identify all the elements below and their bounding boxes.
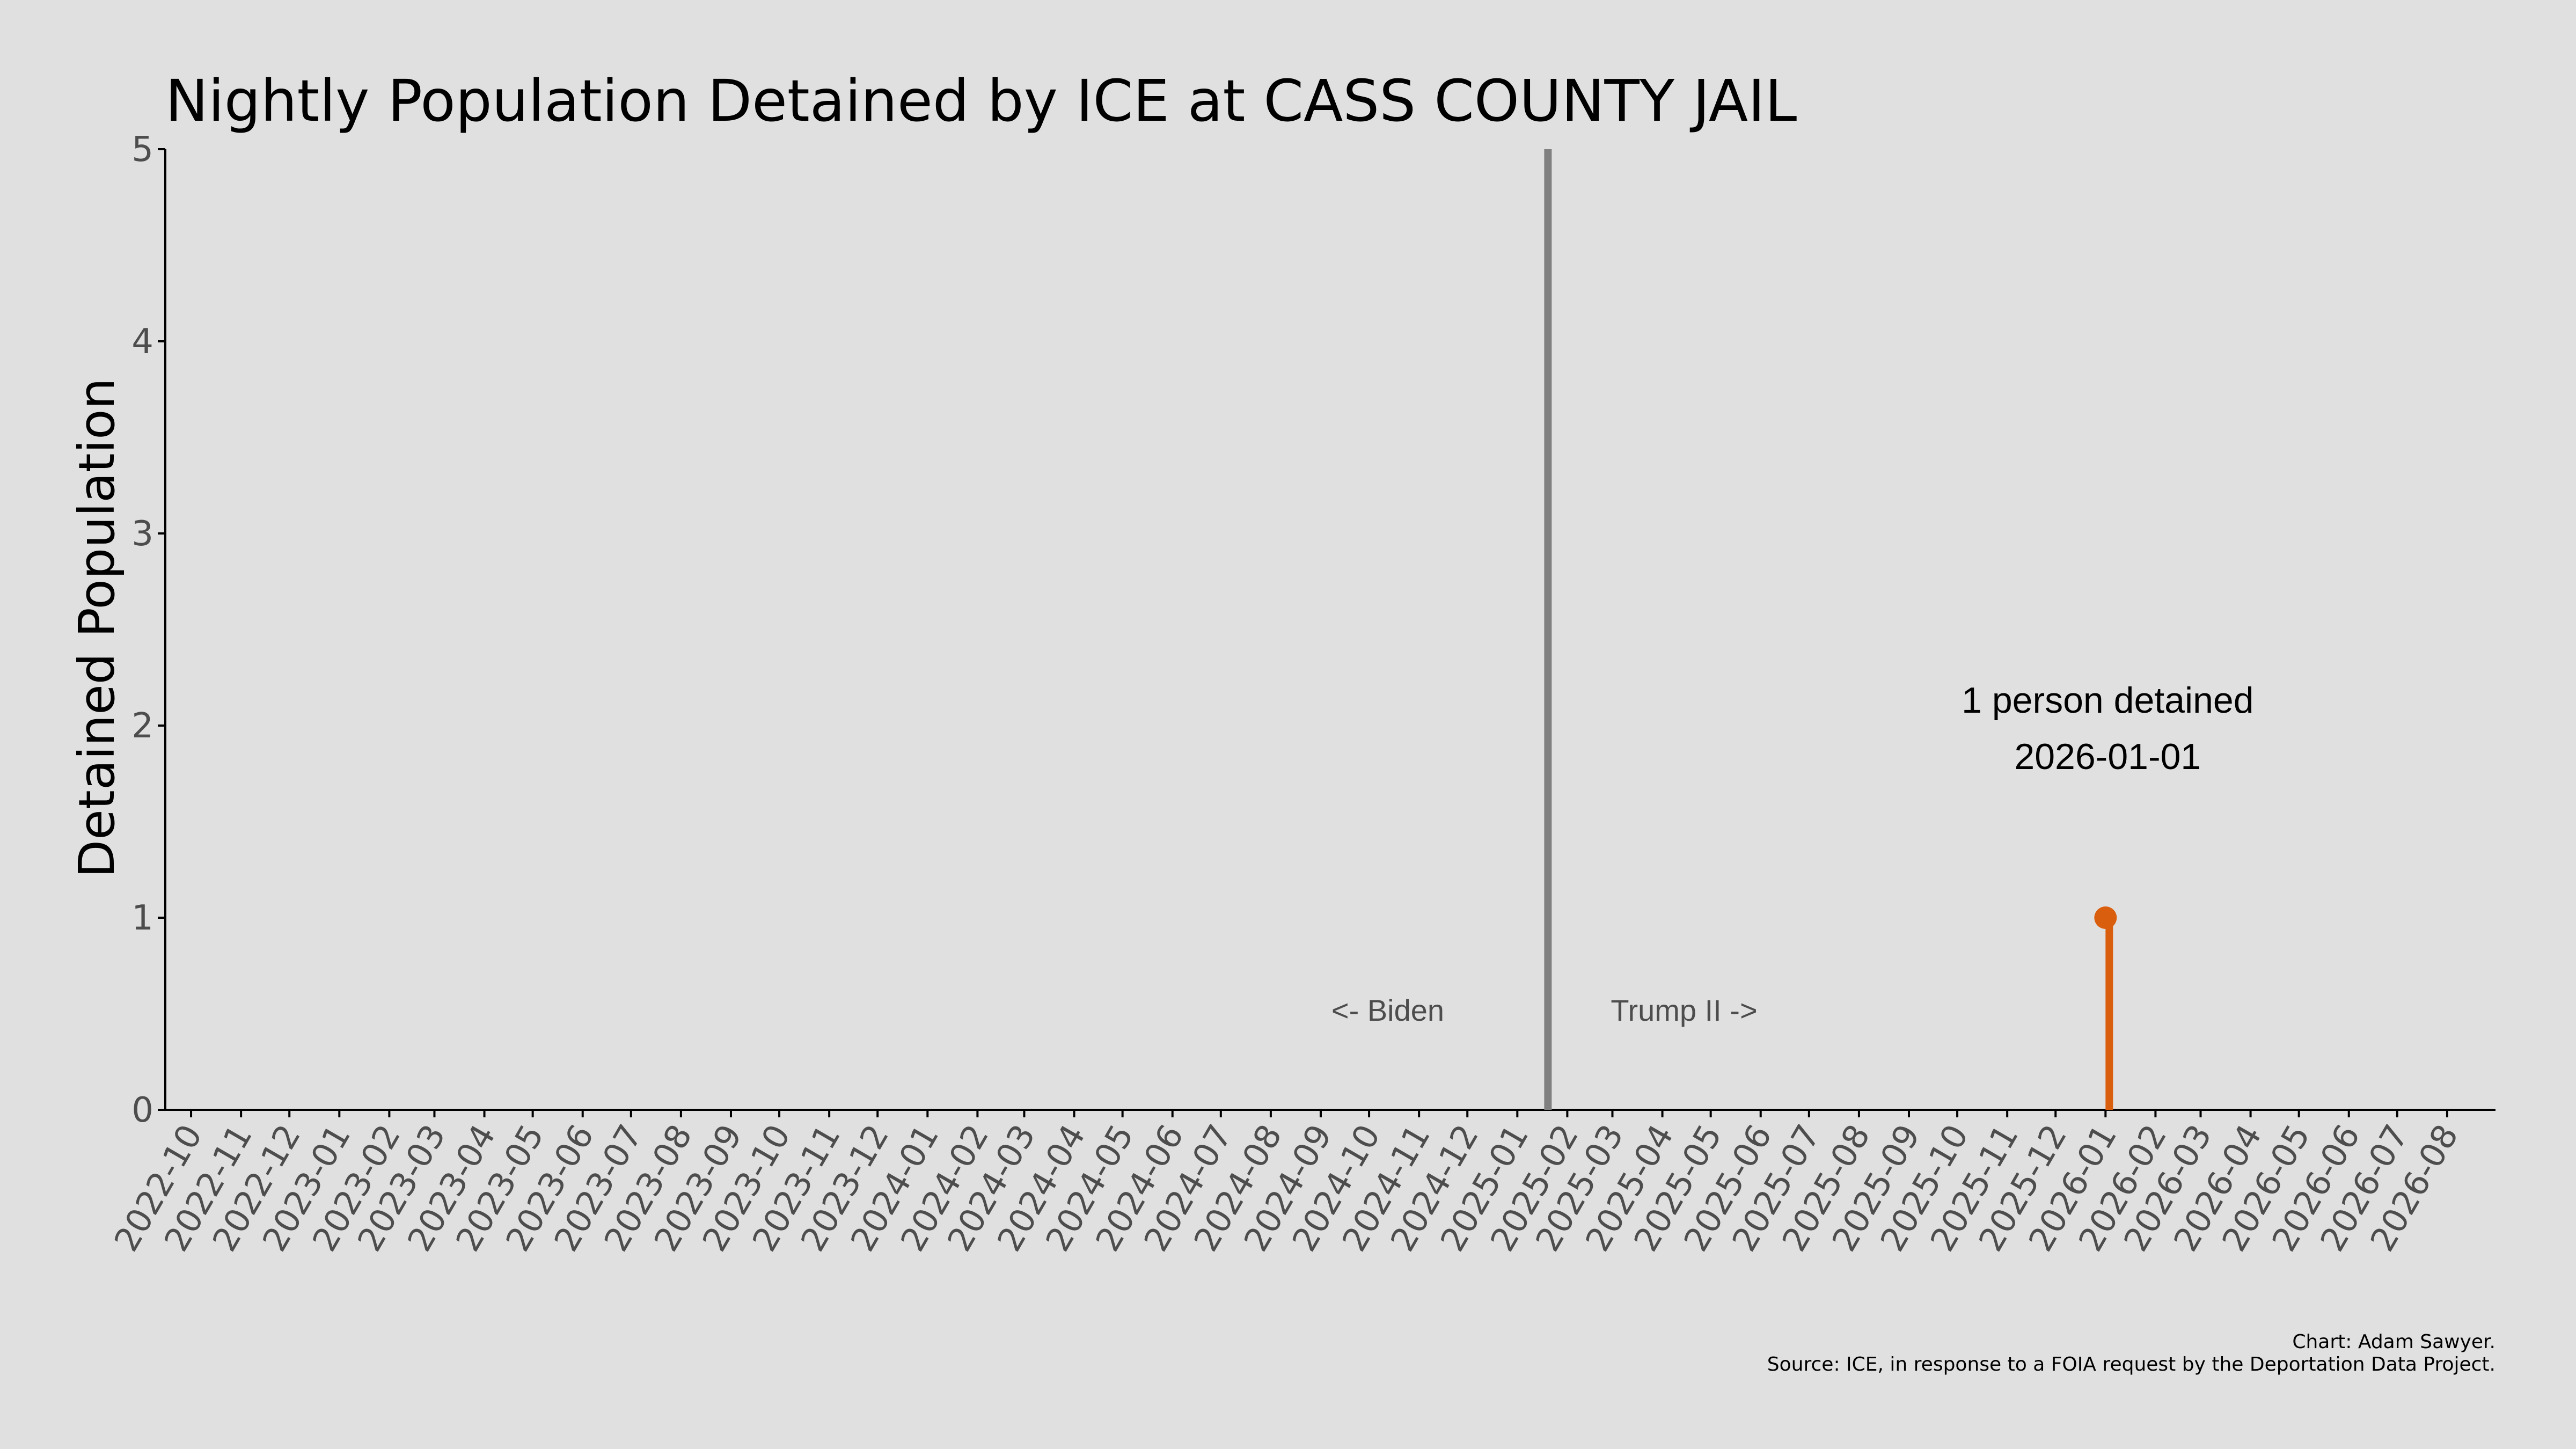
y-tick-label: 2 <box>131 706 153 746</box>
y-tick-label: 1 <box>131 898 153 938</box>
chart-title: Nightly Population Detained by ICE at CA… <box>165 68 1797 135</box>
era-label-biden: <- Biden <box>1331 993 1444 1027</box>
data-source: Source: ICE, in response to a FOIA reque… <box>1767 1353 2496 1375</box>
y-axis-label: Detained Population <box>68 378 126 877</box>
x-axis: 2022-102022-112022-122023-012023-022023-… <box>106 1109 2496 1258</box>
y-tick-label: 0 <box>131 1091 153 1130</box>
annotation-count: 1 person detained <box>1962 680 2253 721</box>
data-point <box>2094 906 2117 929</box>
series-layer <box>2094 906 2117 1110</box>
chart-credit: Chart: Adam Sawyer. <box>2292 1331 2496 1353</box>
y-tick-label: 3 <box>131 514 153 554</box>
era-label-trump: Trump II -> <box>1611 993 1757 1027</box>
y-tick-label: 5 <box>131 130 153 170</box>
annotation-date: 2026-01-01 <box>2014 736 2201 777</box>
y-axis: 0 1 2 3 4 5 <box>131 130 166 1130</box>
y-tick-label: 4 <box>131 322 153 362</box>
